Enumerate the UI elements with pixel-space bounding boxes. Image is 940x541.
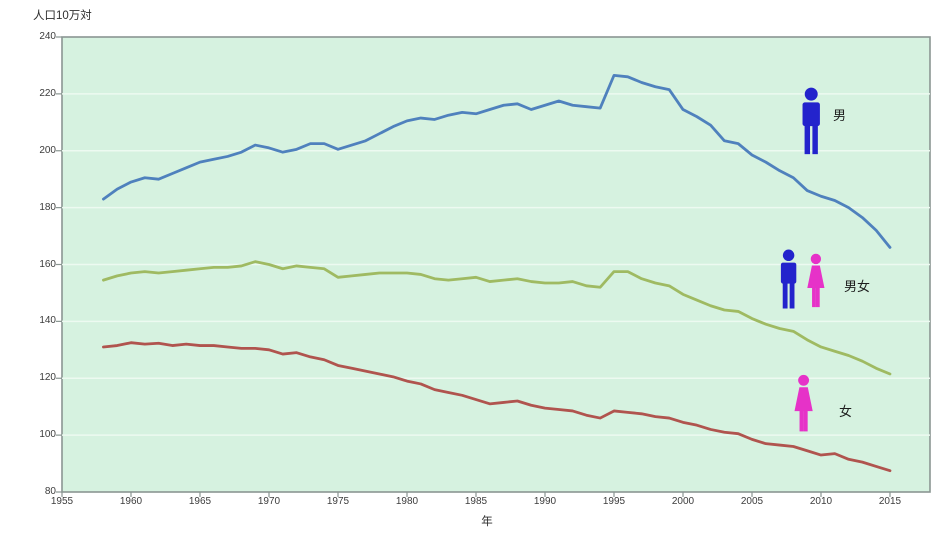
legend-male-label: 男 <box>833 108 847 123</box>
male-icon <box>802 87 820 155</box>
y-axis-tick-label: 140 <box>39 315 56 327</box>
x-axis-tick-label: 2010 <box>809 496 833 507</box>
x-axis-tick-label: 1980 <box>395 496 419 507</box>
y-axis-title: 人口10万対 <box>33 10 92 22</box>
x-axis-tick-label: 2015 <box>878 496 902 507</box>
x-axis-title: 年 <box>481 516 493 528</box>
series-line-male_line <box>102 73 892 249</box>
series-line-female_line <box>102 341 892 473</box>
male-icon-small <box>780 249 797 309</box>
x-axis-tick-label: 1955 <box>50 496 74 507</box>
female-icon <box>794 374 813 432</box>
y-axis-tick-label: 200 <box>39 144 56 156</box>
y-axis-tick-label: 80 <box>44 486 56 497</box>
x-axis-tick-label: 1960 <box>119 496 143 507</box>
x-axis-tick-label: 1965 <box>188 496 212 507</box>
y-axis-tick-label: 180 <box>39 201 56 213</box>
female-icon-small <box>807 253 825 308</box>
x-axis-tick-label: 1995 <box>602 496 626 507</box>
legend-both-label: 男女 <box>844 279 871 294</box>
y-axis-tick-label: 240 <box>39 31 56 42</box>
x-axis-tick-label: 1970 <box>257 496 281 507</box>
y-axis-tick-label: 100 <box>39 429 56 441</box>
y-axis-tick-label: 160 <box>39 258 56 270</box>
x-axis-tick-label: 2000 <box>671 496 695 507</box>
y-axis-tick-label: 120 <box>39 372 56 384</box>
series-line-both_line <box>102 260 892 376</box>
x-axis-tick-label: 1985 <box>464 496 488 507</box>
y-axis-tick-label: 220 <box>39 87 56 99</box>
legend-female-label: 女 <box>839 404 853 419</box>
x-axis-tick-label: 1990 <box>533 496 557 507</box>
x-axis-tick-label: 1975 <box>326 496 350 507</box>
x-axis-tick-label: 2005 <box>740 496 764 507</box>
